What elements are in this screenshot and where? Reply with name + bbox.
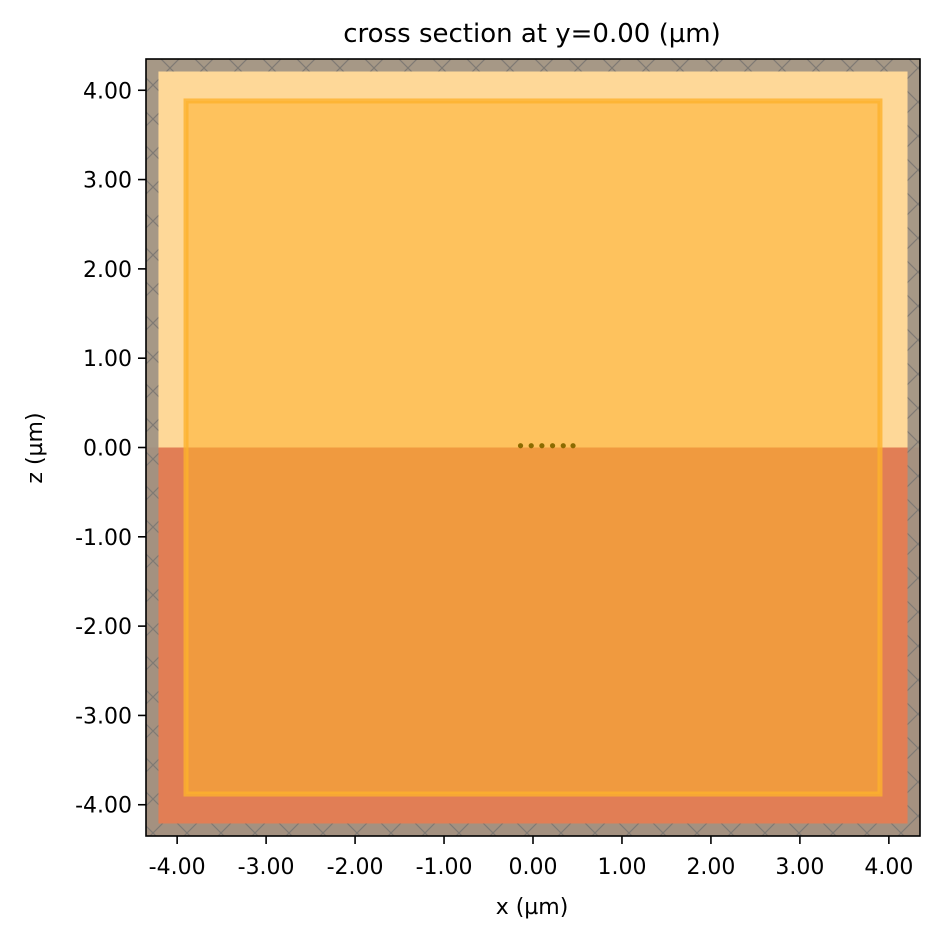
monitor-point [570,443,576,449]
x-tick-label: 4.00 [864,855,913,880]
y-tick-label: 3.00 [83,169,132,194]
y-axis: 4.00 3.00 2.00 1.00 0.00 -1.00 -2.00 -3.00 -4.00 [75,79,146,819]
monitor-point [560,443,566,449]
x-tick-label: -3.00 [238,855,295,880]
y-tick-label: 2.00 [83,258,132,283]
y-tick-label: -2.00 [75,615,132,640]
monitor-point [539,443,545,449]
monitor-point [528,443,534,449]
y-tick-label: 0.00 [83,437,132,462]
x-tick-label: 3.00 [775,855,824,880]
y-tick-label: -1.00 [75,526,132,551]
x-axis: -4.00 -3.00 -2.00 -1.00 0.00 1.00 2.00 3.00 4.00 [149,836,913,880]
x-tick-label: 0.00 [509,855,558,880]
monitor-points [517,443,576,449]
monitor-point [517,443,524,449]
y-tick-label: -4.00 [75,794,132,819]
x-tick-label: -4.00 [149,855,206,880]
monitor-point [549,443,556,449]
x-tick-label: -2.00 [327,855,384,880]
x-tick-label: 1.00 [597,855,646,880]
x-tick-label: 2.00 [686,855,735,880]
inner-box-region [183,98,883,797]
chart-title: cross section at y=0.00 (µm) [343,19,720,49]
y-tick-label: -3.00 [75,704,132,729]
y-tick-label: 1.00 [83,347,132,372]
x-axis-label: x (µm) [496,895,569,920]
x-tick-label: -1.00 [416,855,473,880]
plot-area [146,59,920,836]
y-tick-label: 4.00 [83,79,132,104]
y-axis-label: z (µm) [23,412,48,483]
